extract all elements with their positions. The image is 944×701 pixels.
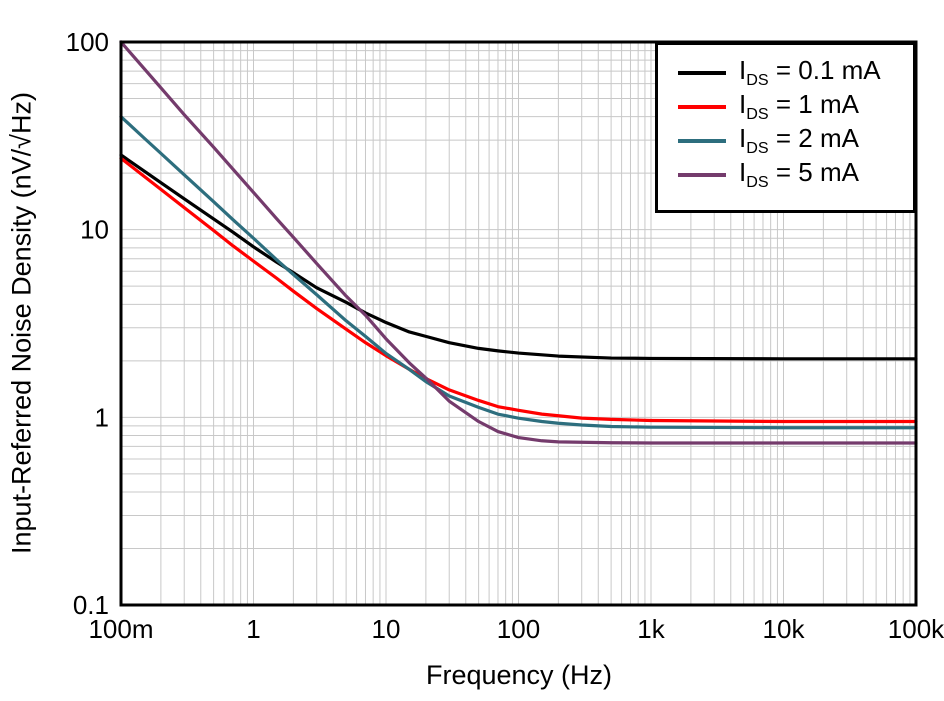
legend-line-swatch (678, 105, 726, 109)
y-tick-label: 1 (95, 402, 109, 432)
legend-label: IDS = 1 mA (739, 89, 859, 124)
x-tick-label: 10 (372, 614, 401, 644)
legend-item: IDS = 0.1 mA (678, 55, 913, 90)
x-tick-label: 1 (246, 614, 260, 644)
y-tick-label: 0.1 (73, 590, 109, 620)
plot-border (119, 40, 918, 607)
x-tick-label: 100 (497, 614, 540, 644)
legend-item: IDS = 5 mA (678, 157, 913, 192)
series-curve-ids-0p1ma (119, 153, 918, 361)
x-tick-labels: 100m 1 10 100 1k 10k 100k (88, 614, 944, 644)
legend-item: IDS = 1 mA (678, 89, 913, 124)
legend: IDS = 0.1 mA IDS = 1 mA IDS = 2 mA IDS =… (655, 42, 916, 213)
y-tick-label: 100 (66, 27, 109, 57)
series-curve-ids-5ma (119, 40, 918, 445)
y-tick-label: 10 (80, 215, 109, 245)
x-tick-label: 10k (763, 614, 806, 644)
legend-line-swatch (678, 71, 726, 75)
grid (121, 42, 916, 605)
series-curve-ids-2ma (119, 115, 918, 430)
legend-label: IDS = 0.1 mA (739, 55, 881, 90)
legend-line-swatch (678, 139, 726, 143)
legend-label: IDS = 2 mA (739, 123, 859, 158)
x-tick-label: 100m (88, 614, 153, 644)
legend-label: IDS = 5 mA (739, 157, 859, 192)
y-tick-labels: 0.1 1 10 100 (66, 27, 109, 620)
legend-item: IDS = 2 mA (678, 123, 913, 158)
x-tick-label: 100k (888, 614, 944, 644)
x-axis-title: Frequency (Hz) (425, 660, 613, 690)
legend-line-swatch (678, 173, 726, 177)
y-axis-title: Input-Referred Noise Density (nV/√Hz) (6, 92, 37, 554)
series-curves (119, 40, 918, 445)
x-tick-label: 1k (637, 614, 665, 644)
